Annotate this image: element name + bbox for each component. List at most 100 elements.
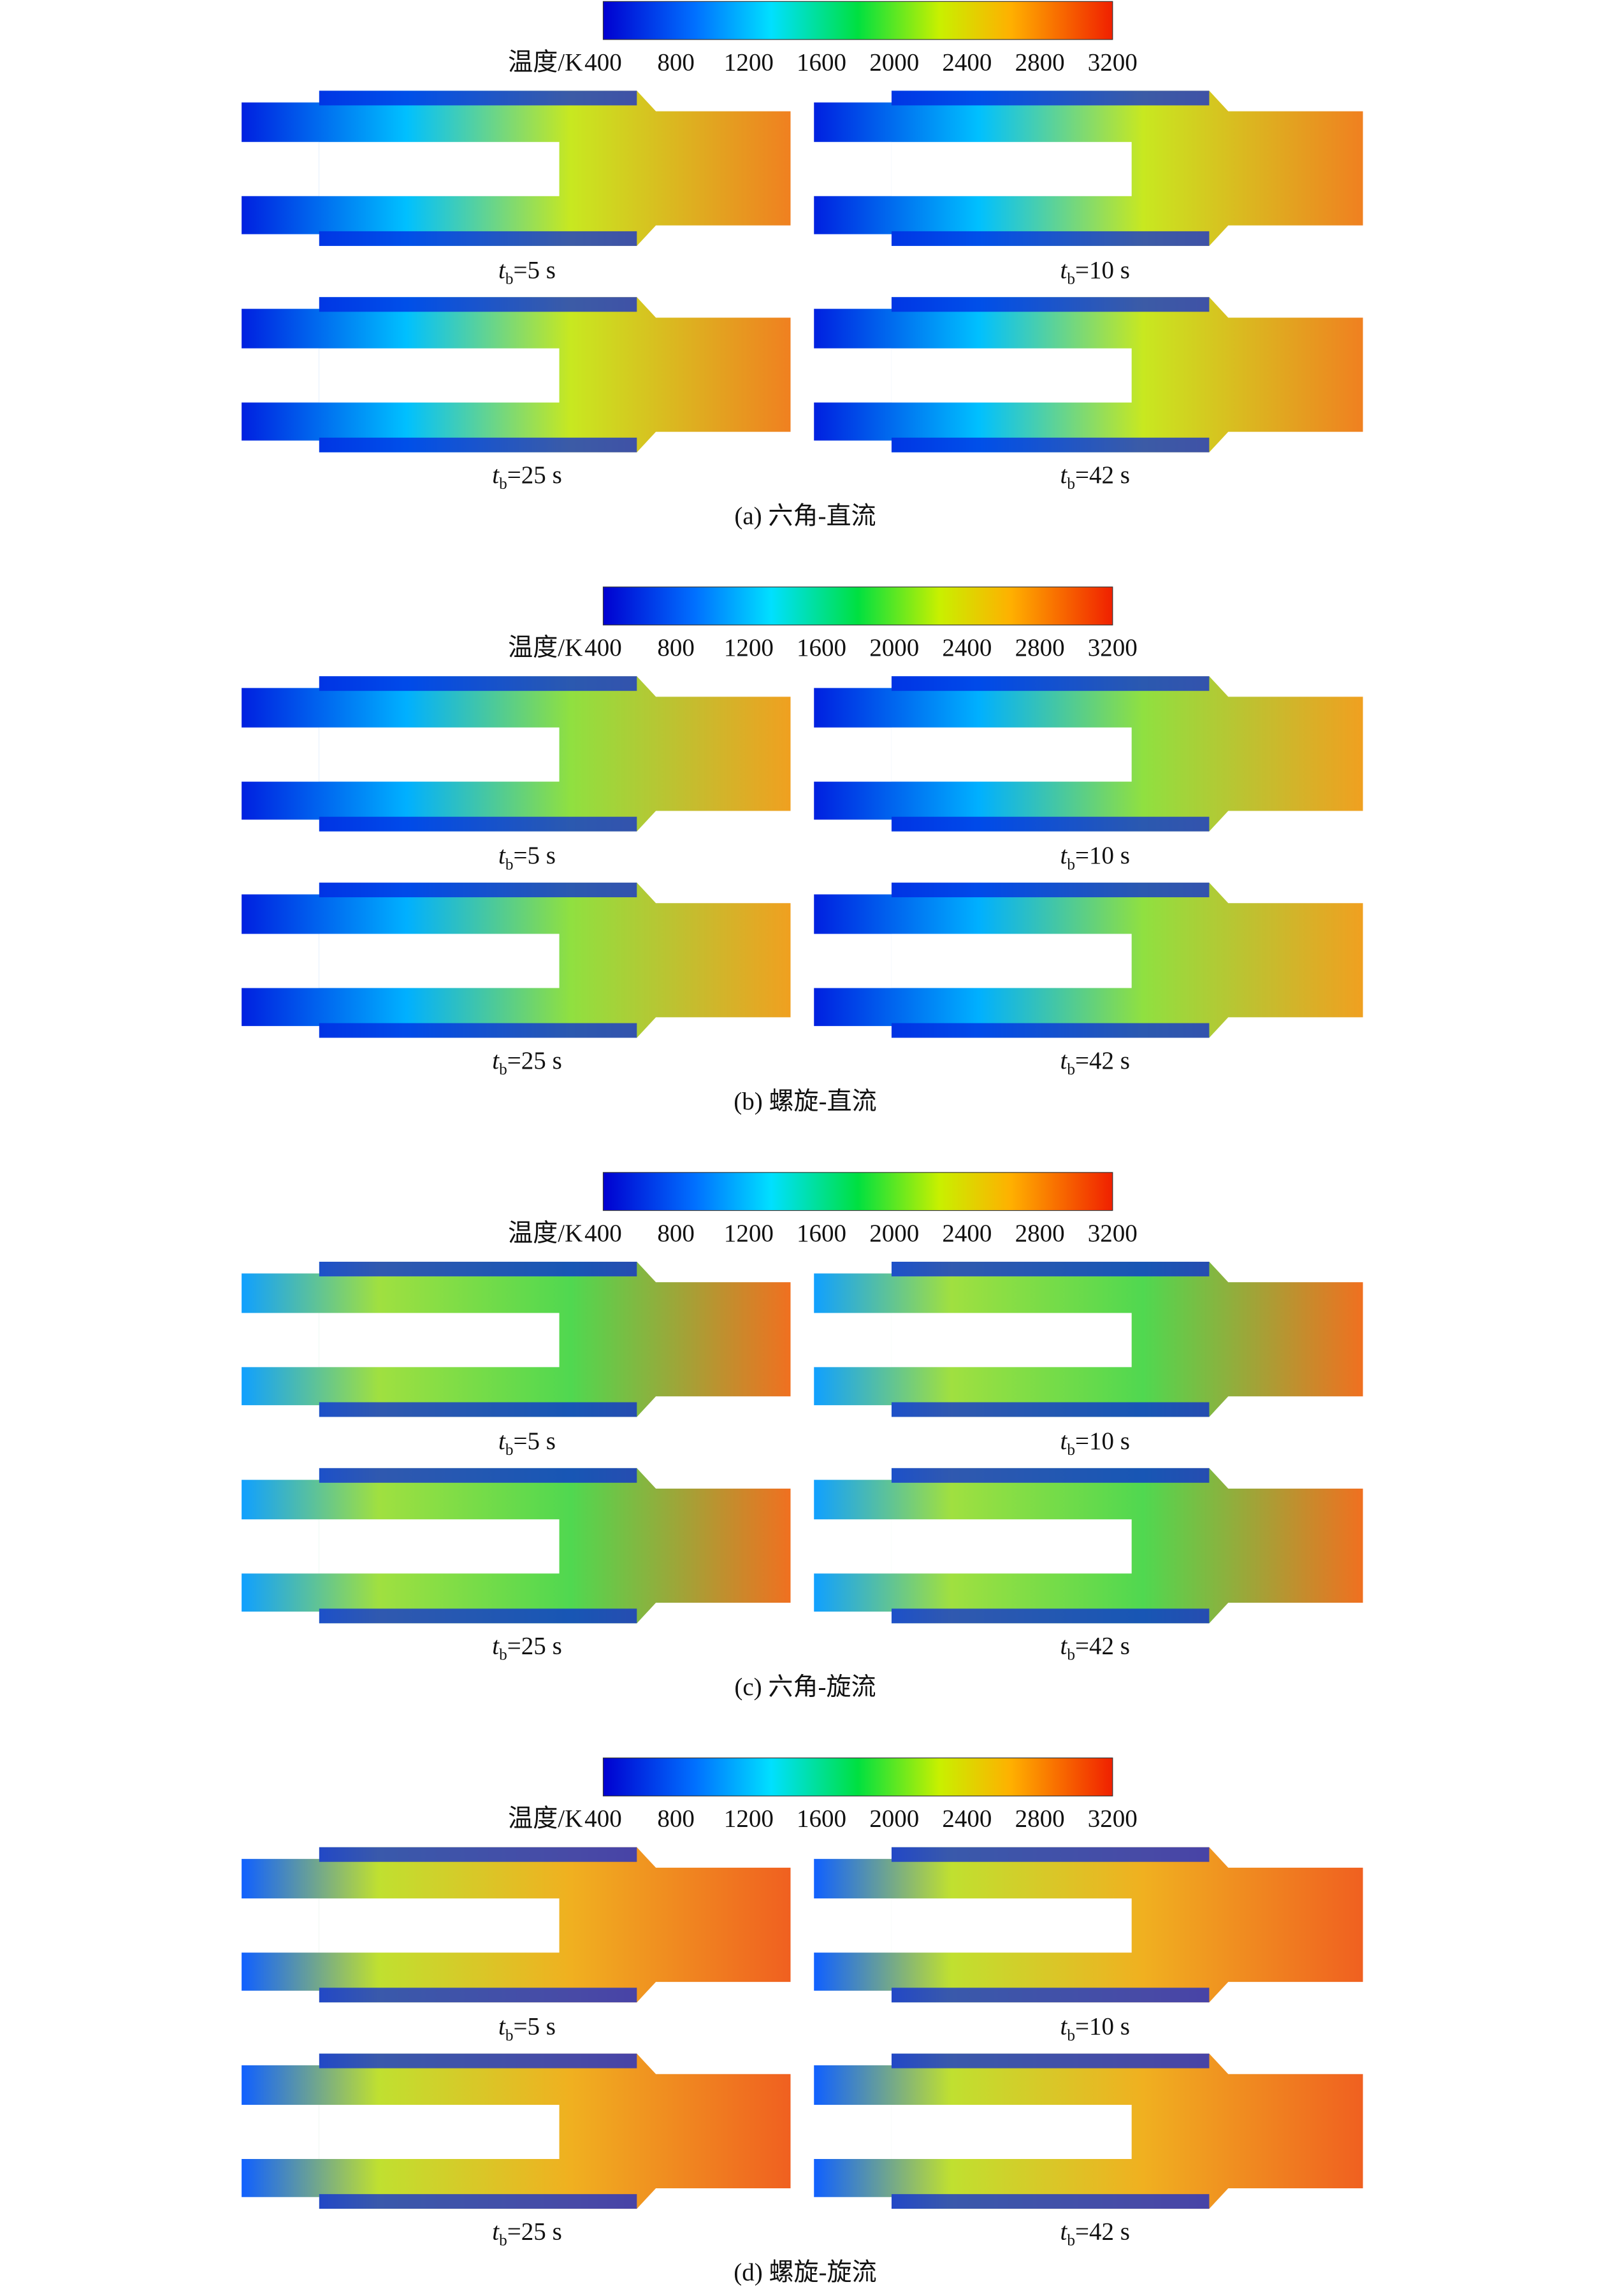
colorbar-tick-label: 2800 <box>1015 48 1065 76</box>
colorbar-label: 温度/K <box>508 1220 582 1247</box>
symbol: t <box>492 1047 500 1074</box>
wall-band <box>891 1988 1210 2003</box>
wall-band <box>319 437 637 452</box>
panel-caption: (a) 六角-直流 <box>734 502 876 530</box>
subscript: b <box>505 270 514 288</box>
contour-plot <box>814 1261 1363 1417</box>
symbol: t <box>1060 842 1067 869</box>
grain-core <box>891 934 1132 988</box>
plot-label: tb=10 s <box>1060 2013 1129 2044</box>
colorbar <box>602 1758 1113 1796</box>
plot-label: tb=5 s <box>498 1427 556 1459</box>
grain-core <box>891 1898 1132 1953</box>
symbol: t <box>492 2218 500 2245</box>
contour-plot <box>242 1261 791 1417</box>
symbol: t <box>492 461 500 489</box>
contour-plot <box>242 1847 791 2003</box>
colorbar-tick-label: 2800 <box>1015 634 1065 661</box>
symbol: t <box>498 1427 506 1455</box>
colorbar-tick-label: 2000 <box>869 1220 919 1247</box>
wall-band <box>319 1847 637 1862</box>
wall-band <box>319 816 637 832</box>
colorbar-tick-label: 3200 <box>1088 634 1138 661</box>
wall-band <box>891 2053 1210 2069</box>
colorbar <box>602 1172 1113 1211</box>
colorbar-tick-label: 1200 <box>724 1805 774 1833</box>
contour-plot <box>814 883 1363 1038</box>
label-text: =42 s <box>1075 1047 1130 1074</box>
plot-label: tb=42 s <box>1060 461 1129 493</box>
colorbar-tick-label: 1600 <box>797 48 846 76</box>
contour-plot <box>814 90 1363 246</box>
colorbar-label: 温度/K <box>508 1805 582 1833</box>
contour-plot <box>814 297 1363 452</box>
wall-band <box>891 1468 1210 1483</box>
wall-band <box>891 816 1210 832</box>
colorbar-tick-label: 1600 <box>797 1805 846 1833</box>
colorbar-tick-label: 2400 <box>942 48 992 76</box>
plot-label: tb=25 s <box>492 1047 561 1078</box>
colorbar-tick-label: 800 <box>657 1220 695 1247</box>
colorbar-tick-label: 3200 <box>1088 1805 1138 1833</box>
plot-label: tb=10 s <box>1060 842 1129 873</box>
wall-band <box>891 231 1210 246</box>
wall-band <box>891 90 1210 106</box>
symbol: t <box>1060 2218 1067 2245</box>
label-text: =42 s <box>1075 2218 1130 2245</box>
symbol: t <box>1060 2013 1067 2040</box>
wall-band <box>891 437 1210 452</box>
grain-core <box>891 727 1132 782</box>
grain-core <box>319 934 560 988</box>
plot-label: tb=42 s <box>1060 2218 1129 2249</box>
wall-band <box>319 1608 637 1624</box>
colorbar-tick-label: 1600 <box>797 634 846 661</box>
panel-caption: (c) 六角-旋流 <box>734 1673 876 1701</box>
subscript: b <box>1067 1441 1075 1459</box>
subscript: b <box>1067 2232 1075 2249</box>
plot-label: tb=5 s <box>498 256 556 287</box>
colorbar-tick-label: 400 <box>584 1805 622 1833</box>
wall-band <box>891 1023 1210 1038</box>
panel-caption: (d) 螺旋-旋流 <box>734 2259 876 2286</box>
wall-band <box>319 1261 637 1276</box>
label-text: =25 s <box>507 1633 562 1660</box>
colorbar-tick-label: 2800 <box>1015 1220 1065 1247</box>
wall-band <box>891 1261 1210 1276</box>
colorbar-tick-label: 2000 <box>869 634 919 661</box>
colorbar-tick-label: 400 <box>584 48 622 76</box>
colorbar-tick-label: 2400 <box>942 1220 992 1247</box>
label-text: =10 s <box>1075 1427 1130 1455</box>
plot-label: tb=10 s <box>1060 256 1129 287</box>
label-text: =42 s <box>1075 461 1130 489</box>
label-text: =10 s <box>1075 842 1130 869</box>
contour-plot <box>814 1468 1363 1624</box>
contour-plot <box>242 676 791 832</box>
grain-core <box>319 348 560 403</box>
grain-core <box>319 727 560 782</box>
subscript: b <box>1067 1646 1075 1664</box>
plot-label: tb=42 s <box>1060 1633 1129 1664</box>
symbol: t <box>1060 256 1067 284</box>
grain-core <box>891 2105 1132 2160</box>
symbol: t <box>498 842 506 869</box>
contour-plot <box>814 676 1363 832</box>
grain-core <box>319 1898 560 1953</box>
subscript: b <box>499 2232 507 2249</box>
subscript: b <box>499 1060 507 1078</box>
colorbar-tick-label: 1200 <box>724 634 774 661</box>
wall-band <box>319 676 637 691</box>
label-text: =10 s <box>1075 256 1130 284</box>
label-text: =10 s <box>1075 2013 1130 2040</box>
label-text: =5 s <box>514 2013 556 2040</box>
colorbar-label: 温度/K <box>508 48 582 76</box>
colorbar-tick-label: 1200 <box>724 48 774 76</box>
wall-band <box>319 1023 637 1038</box>
colorbar-tick-label: 400 <box>584 1220 622 1247</box>
wall-band <box>891 883 1210 898</box>
label-text: =25 s <box>507 2218 562 2245</box>
subscript: b <box>1067 270 1075 288</box>
label-text: =25 s <box>507 461 562 489</box>
symbol: t <box>498 2013 506 2040</box>
